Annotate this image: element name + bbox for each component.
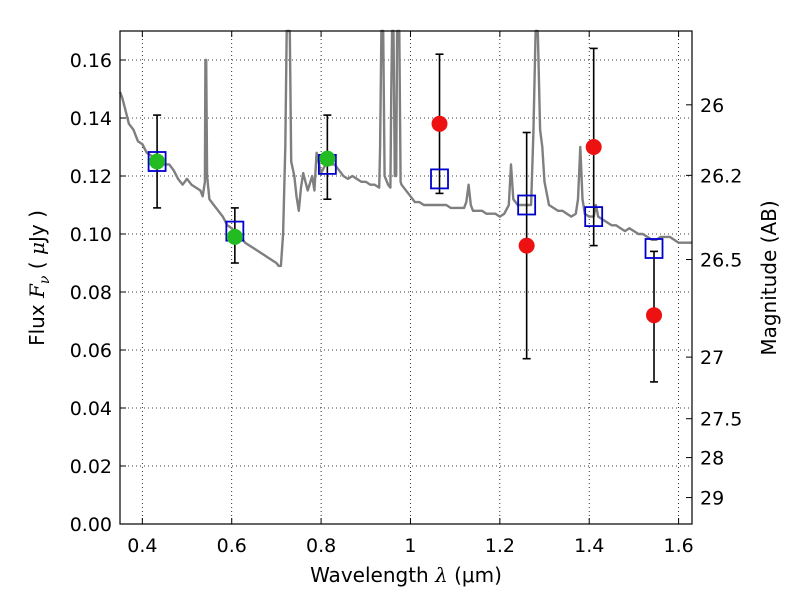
model-box-marker xyxy=(147,151,167,172)
model-box-marker xyxy=(584,206,604,228)
green-point xyxy=(226,228,243,245)
x-tick-label: 1.6 xyxy=(663,535,693,557)
y-tick-label: 0.08 xyxy=(70,282,112,304)
red-point xyxy=(431,115,448,132)
y-tick-label: 0.04 xyxy=(70,398,112,420)
y2-axis: 26 26.2 26.5 27 27.5 28 29 xyxy=(686,95,742,510)
y-tick-label: 0.14 xyxy=(70,108,112,130)
red-point xyxy=(646,307,663,324)
y-axis-label: Flux Fν ( μJy ) xyxy=(25,210,53,346)
red-point xyxy=(518,237,535,254)
y2-tick-label: 27 xyxy=(700,347,724,369)
green-point xyxy=(149,153,166,170)
x-tick-label: 1.2 xyxy=(485,535,515,557)
x-tick-label: 1.4 xyxy=(574,535,604,557)
y2-tick-label: 27.5 xyxy=(700,409,742,431)
x-axis-label: Wavelength λ (μm) xyxy=(310,563,502,587)
y-tick-label: 0.10 xyxy=(70,224,112,246)
red-point xyxy=(585,139,602,155)
y2-tick-label: 29 xyxy=(700,488,724,510)
model-box-marker xyxy=(644,238,664,259)
errorbar-series xyxy=(153,47,659,383)
x-tick-label: 1 xyxy=(404,535,416,557)
y2-tick-label: 26 xyxy=(700,95,724,117)
x-tick-label: 0.8 xyxy=(306,535,336,557)
x-tick-label: 0.4 xyxy=(127,535,157,557)
y-tick-label: 0.12 xyxy=(70,166,112,188)
y-axis: 0.00 0.02 0.04 0.06 0.08 0.10 0.12 0.14 0.16 xyxy=(70,50,126,536)
y-tick-label: 0.02 xyxy=(70,456,112,478)
y-tick-label: 0.16 xyxy=(70,50,112,72)
y2-tick-label: 26.5 xyxy=(700,250,742,272)
y2-tick-label: 28 xyxy=(700,448,724,470)
y-tick-label: 0.06 xyxy=(70,340,112,362)
y2-axis-label: Magnitude (AB) xyxy=(757,200,781,355)
photometry-series xyxy=(149,115,663,324)
model-box-marker xyxy=(430,168,449,190)
spectrum-series xyxy=(118,29,692,268)
y2-tick-label: 26.2 xyxy=(700,165,742,187)
spectrum-line xyxy=(118,29,692,268)
plot-frame xyxy=(119,30,693,525)
y-tick-label: 0.00 xyxy=(70,514,112,536)
x-tick-label: 0.6 xyxy=(217,535,247,557)
x-axis: 0.4 0.6 0.8 1 1.2 1.4 1.6 xyxy=(127,31,694,557)
model-box-series xyxy=(147,151,664,259)
model-box-marker xyxy=(517,194,537,216)
green-point xyxy=(319,150,336,167)
